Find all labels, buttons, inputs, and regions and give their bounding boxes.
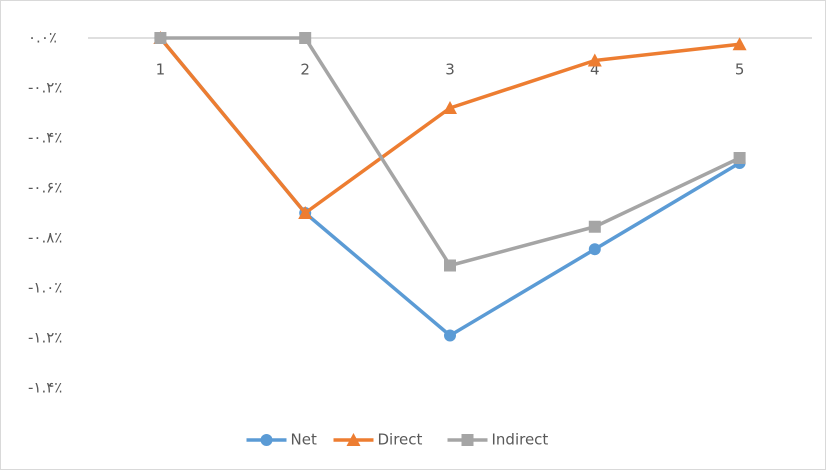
point xyxy=(299,32,312,44)
point xyxy=(588,243,601,256)
point xyxy=(733,152,746,164)
x-tick-label: 3 xyxy=(445,61,455,79)
point xyxy=(443,101,457,114)
y-tick-label: -۰.۸٪ xyxy=(28,229,62,247)
legend-marker xyxy=(260,434,273,446)
y-tick-label: -۱.۲٪ xyxy=(28,329,62,347)
legend-label: Net xyxy=(291,431,317,449)
point xyxy=(444,259,456,272)
y-tick-label: -۰.۴٪ xyxy=(28,129,62,147)
y-tick-label: ۰.۰٪ xyxy=(28,29,57,47)
point xyxy=(587,53,602,67)
legend-label: Direct xyxy=(378,431,423,449)
x-tick-label: 2 xyxy=(300,61,310,79)
legend-label: Indirect xyxy=(492,431,549,449)
point xyxy=(444,329,456,342)
point xyxy=(732,37,747,51)
legend-marker xyxy=(346,433,361,446)
y-tick-label: -۱.۰٪ xyxy=(28,279,62,297)
y-tick-label: -۱.۴٪ xyxy=(28,379,62,397)
x-tick-label: 4 xyxy=(590,61,600,79)
x-tick-label: 5 xyxy=(735,61,745,79)
legend-marker xyxy=(461,434,474,446)
y-tick-label: -۰.۶٪ xyxy=(28,179,62,197)
point xyxy=(298,206,313,219)
x-tick-label: 1 xyxy=(156,61,166,79)
y-tick-label: -۰.۲٪ xyxy=(28,79,62,97)
point xyxy=(154,32,167,44)
point xyxy=(588,220,601,233)
